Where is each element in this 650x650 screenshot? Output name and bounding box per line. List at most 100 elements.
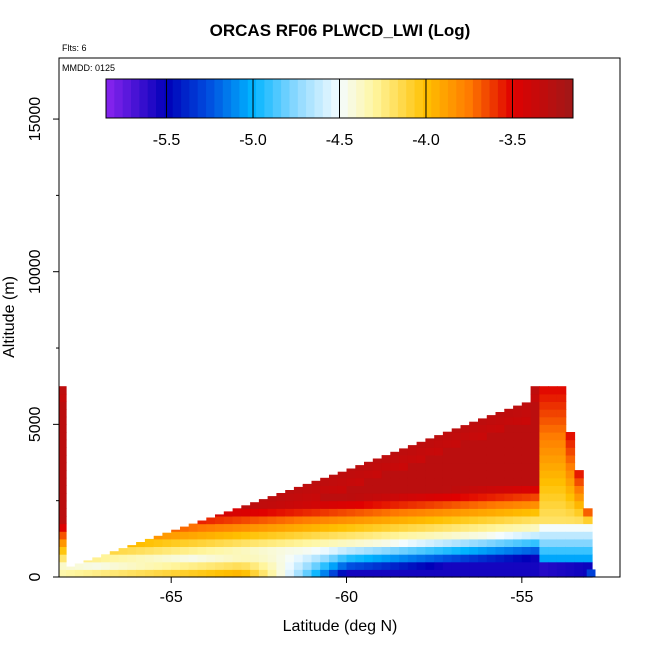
colorbar-swatch <box>206 79 215 118</box>
heatmap-cell <box>188 546 199 555</box>
heatmap-cell <box>206 569 216 578</box>
heatmap-cell <box>530 523 540 532</box>
heatmap-cell <box>530 424 540 433</box>
heatmap-cell <box>407 462 418 471</box>
heatmap-cell <box>372 462 383 471</box>
heatmap-cell <box>548 454 558 464</box>
heatmap-cell <box>276 538 286 547</box>
colorbar-swatch <box>523 79 532 118</box>
heatmap-cell <box>285 538 295 547</box>
heatmap-cell <box>556 409 567 418</box>
heatmap-cell <box>451 500 462 509</box>
heatmap-cell <box>109 554 120 563</box>
heatmap-cell <box>504 439 514 448</box>
heatmap-cell <box>302 554 313 563</box>
heatmap-cell <box>241 515 251 525</box>
colorbar-swatch <box>214 79 224 118</box>
heatmap-cell <box>478 554 488 563</box>
heatmap-cell <box>442 569 453 578</box>
heatmap-cell <box>442 523 453 532</box>
colorbar-tick-label: -4.0 <box>412 132 440 149</box>
heatmap-cell <box>311 523 321 532</box>
heatmap-cell <box>355 515 365 525</box>
heatmap-cell <box>399 569 409 578</box>
heatmap-cell <box>320 523 330 532</box>
heatmap-cell <box>469 462 479 471</box>
heatmap-cell <box>293 508 304 517</box>
heatmap-cell <box>59 439 67 448</box>
heatmap-cell <box>548 409 558 418</box>
heatmap-cell <box>521 409 532 418</box>
colorbar-swatch <box>272 79 282 118</box>
heatmap-cell <box>513 470 523 479</box>
heatmap-cell <box>346 554 356 563</box>
heatmap-cell <box>548 386 558 395</box>
heatmap-cell <box>372 569 383 578</box>
heatmap-cell <box>83 569 93 578</box>
heatmap-cell <box>381 485 391 494</box>
colorbar-swatch <box>372 79 382 118</box>
heatmap-cell <box>407 485 418 494</box>
heatmap-cell <box>583 515 593 525</box>
heatmap-cell <box>565 546 576 555</box>
heatmap-cell <box>504 554 514 563</box>
heatmap-cell <box>504 409 514 418</box>
heatmap-cell <box>59 477 67 486</box>
heatmap-cell <box>434 546 444 555</box>
heatmap-cell <box>276 493 286 502</box>
heatmap-cell <box>530 432 540 441</box>
heatmap-cell <box>372 477 383 486</box>
heatmap-cell <box>513 531 523 540</box>
heatmap-cell <box>311 538 321 547</box>
heatmap-cell <box>469 485 479 494</box>
heatmap-cell <box>416 531 426 540</box>
heatmap-cell <box>59 393 67 402</box>
heatmap-cell <box>136 569 146 578</box>
heatmap-cell <box>521 569 532 578</box>
heatmap-cell <box>399 470 409 479</box>
heatmap-cell <box>416 569 426 578</box>
heatmap-cell <box>583 531 593 540</box>
heatmap-cell <box>451 538 462 547</box>
heatmap-cell <box>101 569 111 578</box>
heatmap-cell <box>337 508 348 517</box>
heatmap-cell <box>530 386 540 395</box>
heatmap-cell <box>513 508 523 517</box>
heatmap-cell <box>574 508 584 517</box>
heatmap-cell <box>548 477 558 486</box>
heatmap-cell <box>407 454 418 464</box>
heatmap-cell <box>495 412 505 418</box>
heatmap-cell <box>469 432 479 441</box>
heatmap-cell <box>574 538 584 547</box>
heatmap-cell <box>399 454 409 464</box>
heatmap-cell <box>372 531 383 540</box>
heatmap-cell <box>548 523 558 532</box>
y-tick-label: 15000 <box>27 97 44 142</box>
heatmap-cell <box>530 416 540 425</box>
heatmap-cell <box>495 439 505 448</box>
heatmap-cell <box>486 561 497 570</box>
heatmap-cell <box>223 561 234 570</box>
heatmap-cell <box>442 546 453 555</box>
heatmap-cell <box>399 477 409 486</box>
heatmap-cell <box>320 477 330 486</box>
heatmap-cell <box>548 470 558 479</box>
heatmap-cell <box>311 554 321 563</box>
heatmap-cell <box>59 386 67 395</box>
heatmap-cell <box>539 531 549 540</box>
heatmap-cell <box>513 454 523 464</box>
heatmap-cell <box>504 531 514 540</box>
heatmap-cell <box>355 523 365 532</box>
heatmap-cell <box>232 538 242 547</box>
heatmap-cell <box>539 500 549 509</box>
heatmap-cell <box>276 500 286 509</box>
colorbar-swatch <box>389 79 399 118</box>
heatmap-cell <box>215 515 225 525</box>
heatmap-cell <box>451 432 462 441</box>
heatmap-cell <box>442 477 453 486</box>
heatmap-cell <box>364 561 374 570</box>
heatmap-cell <box>530 462 540 471</box>
heatmap-cell <box>320 538 330 547</box>
heatmap-cell <box>539 409 549 418</box>
heatmap-cell <box>250 523 260 532</box>
